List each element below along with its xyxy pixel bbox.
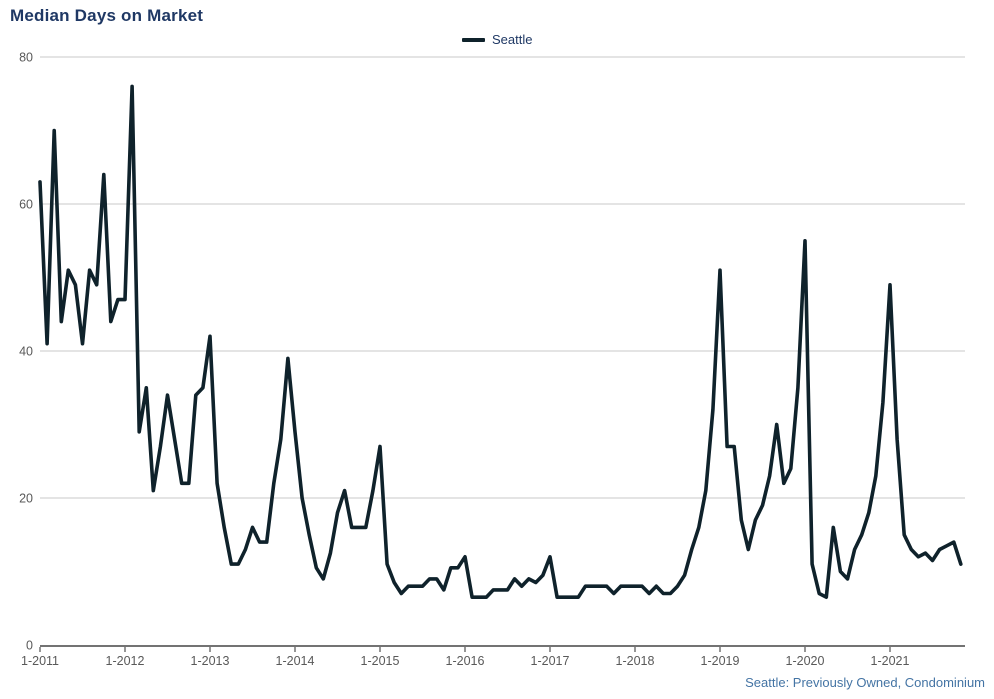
series-line-seattle bbox=[38, 84, 963, 600]
x-axis-label: 1-2018 bbox=[616, 654, 655, 668]
chart-title: Median Days on Market bbox=[10, 6, 204, 25]
legend-label: Seattle bbox=[492, 32, 533, 47]
x-axis-label: 1-2012 bbox=[106, 654, 145, 668]
x-axis-label: 1-2016 bbox=[446, 654, 485, 668]
x-axis-label: 1-2020 bbox=[786, 654, 825, 668]
x-axis-label: 1-2015 bbox=[361, 654, 400, 668]
y-axis-label: 0 bbox=[26, 639, 33, 653]
x-axis-label: 1-2013 bbox=[191, 654, 230, 668]
legend-line-swatch bbox=[462, 37, 485, 42]
y-axis-label: 20 bbox=[19, 492, 33, 506]
y-axis-label: 40 bbox=[19, 345, 33, 359]
x-axis-label: 1-2021 bbox=[871, 654, 910, 668]
x-axis-label: 1-2017 bbox=[531, 654, 570, 668]
x-axis-label: 1-2011 bbox=[21, 654, 59, 668]
x-axis-label: 1-2019 bbox=[701, 654, 740, 668]
source-note: Seattle: Previously Owned, Condominium bbox=[745, 675, 985, 690]
y-axis-label: 60 bbox=[19, 198, 33, 212]
y-axis-label: 80 bbox=[19, 51, 33, 65]
legend: Seattle bbox=[462, 32, 532, 47]
x-axis-label: 1-2014 bbox=[276, 654, 315, 668]
